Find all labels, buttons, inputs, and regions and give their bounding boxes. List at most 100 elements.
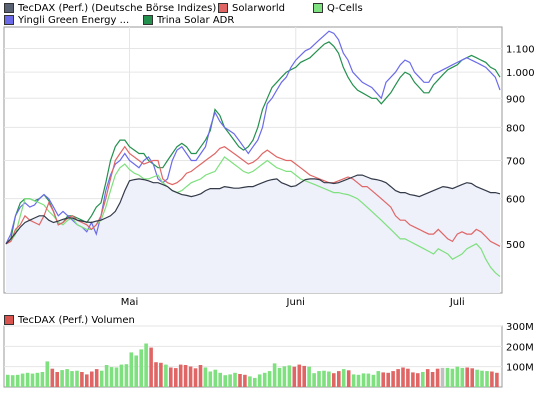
- volume-bar: [450, 368, 455, 387]
- volume-bar: [421, 372, 425, 387]
- volume-bar: [159, 362, 163, 387]
- volume-bar: [169, 367, 173, 387]
- series-line-tecdax-perf-deutsche-b-rse-indizes: [5, 174, 501, 245]
- volume-bar: [307, 366, 311, 387]
- legend-label: TecDAX (Perf.) (Deutsche Börse Indizes): [18, 2, 217, 14]
- volume-bar: [475, 369, 479, 387]
- volume-bar: [253, 377, 257, 387]
- legend-swatch: [313, 3, 323, 13]
- volume-bar: [124, 364, 129, 387]
- volume-bar: [178, 364, 183, 387]
- volume-bar: [371, 374, 376, 387]
- volume-bar: [238, 374, 242, 387]
- volume-bar: [144, 343, 148, 387]
- volume-bar: [257, 374, 262, 387]
- volume-bar: [228, 374, 232, 387]
- volume-bar: [25, 372, 30, 387]
- legend-swatch: [4, 3, 14, 13]
- volume-bar: [15, 374, 20, 387]
- volume-bar: [346, 370, 351, 387]
- y-tick-label: 700: [506, 157, 525, 168]
- volume-bar: [90, 371, 94, 387]
- legend-item-qcells: Q-Cells: [313, 2, 363, 14]
- y-tick-label: 1.100: [506, 45, 535, 56]
- volume-bar: [337, 371, 341, 387]
- volume-bar: [465, 367, 469, 387]
- volume-bar: [149, 347, 153, 387]
- volume-bar: [440, 367, 445, 387]
- volume-bar: [60, 370, 64, 387]
- volume-bar: [104, 365, 109, 387]
- legend-item-tecdax: TecDAX (Perf.) (Deutsche Börse Indizes): [4, 2, 216, 14]
- volume-bar: [386, 372, 390, 387]
- volume-bar: [435, 368, 440, 387]
- vol-y-tick-label: 100M: [506, 363, 534, 374]
- volume-bar: [213, 369, 218, 387]
- volume-bar: [198, 365, 203, 387]
- x-tick-label: Juni: [286, 297, 305, 308]
- volume-bar: [470, 368, 474, 387]
- volume-bar: [381, 372, 385, 387]
- volume-bar: [20, 373, 25, 387]
- volume-bar: [65, 369, 69, 387]
- volume-bar: [139, 349, 143, 387]
- volume-bar: [183, 365, 188, 387]
- volume-legend: TecDAX (Perf.) Volumen: [4, 314, 135, 326]
- volume-bar: [164, 364, 168, 387]
- volume-bar: [6, 374, 10, 387]
- legend-label: Trina Solar ADR: [157, 14, 235, 26]
- volume-bar: [45, 361, 50, 387]
- vol-y-tick-label: 300M: [506, 322, 534, 333]
- volume-bar: [430, 372, 435, 387]
- volume-bar: [312, 373, 316, 387]
- volume-bar: [272, 363, 277, 387]
- volume-bar: [174, 368, 178, 387]
- volume-bar: [75, 370, 79, 387]
- volume-bar: [114, 367, 119, 387]
- volume-bar: [119, 364, 124, 387]
- legend-label: Q-Cells: [327, 2, 363, 14]
- volume-bar: [40, 372, 45, 387]
- volume-bar: [277, 367, 282, 387]
- volume-bar: [243, 374, 247, 387]
- legend-label: Yingli Green Energy ...: [18, 14, 130, 26]
- volume-bar: [287, 365, 292, 387]
- y-tick-label: 500: [506, 240, 525, 251]
- volume-legend-label: TecDAX (Perf.) Volumen: [18, 314, 135, 326]
- volume-bar: [341, 369, 346, 387]
- index-area-fill: [6, 175, 500, 293]
- volume-bar: [425, 369, 430, 387]
- series-line-solarworld: [5, 145, 501, 247]
- volume-bar: [495, 372, 499, 387]
- legend-label: Solarworld: [232, 2, 286, 14]
- volume-bar: [317, 371, 321, 387]
- volume-bar: [416, 373, 420, 387]
- volume-bar: [248, 376, 252, 387]
- y-tick-label: 600: [506, 195, 525, 206]
- legend-item-yingli: Yingli Green Energy ...: [4, 14, 129, 26]
- volume-bar: [70, 371, 74, 387]
- legend-item-trina: Trina Solar ADR: [143, 14, 234, 26]
- volume-bar: [154, 362, 158, 387]
- volume-bar: [356, 374, 361, 387]
- volume-bar: [85, 374, 89, 387]
- y-tick-label: 1.000: [506, 68, 535, 79]
- volume-bar: [262, 372, 267, 387]
- volume-bar: [490, 371, 494, 387]
- volume-bar: [297, 364, 302, 387]
- legend-swatch: [4, 15, 14, 25]
- volume-bar: [480, 370, 484, 387]
- volume-bar: [327, 371, 331, 387]
- volume-bar: [188, 366, 193, 387]
- series-line-q-cells: [5, 156, 501, 278]
- volume-bar: [208, 371, 213, 387]
- volume-bar: [302, 365, 306, 387]
- vol-y-tick-label: 200M: [506, 342, 534, 353]
- volume-bar: [282, 366, 287, 387]
- legend-swatch: [143, 15, 153, 25]
- volume-bar: [322, 370, 326, 387]
- legend-swatch: [4, 315, 14, 325]
- volume-bar: [134, 355, 138, 387]
- volume-bar: [203, 367, 208, 387]
- volume-bar: [109, 367, 114, 387]
